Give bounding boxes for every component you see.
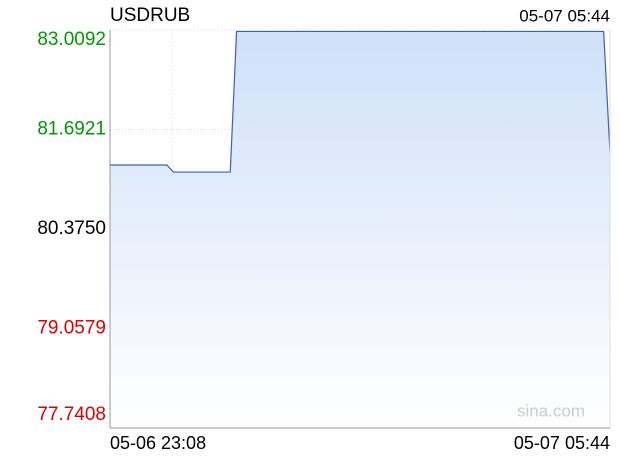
area (110, 31, 610, 428)
x-start-label: 05-06 23:08 (110, 433, 206, 453)
y-tick-label: 83.0092 (37, 29, 106, 50)
y-tick-label: 77.7408 (37, 404, 106, 425)
line (110, 30, 611, 173)
chart-title: USDRUB (110, 5, 190, 26)
y-tick-label: 79.0579 (37, 318, 106, 339)
update-time: 05-07 05:44 (519, 6, 610, 25)
x-end-label: 05-07 05:44 (514, 433, 610, 453)
y-tick-label: 81.6921 (37, 119, 106, 140)
watermark: sina.com (517, 401, 585, 420)
y-tick-label: 80.3750 (37, 218, 106, 239)
